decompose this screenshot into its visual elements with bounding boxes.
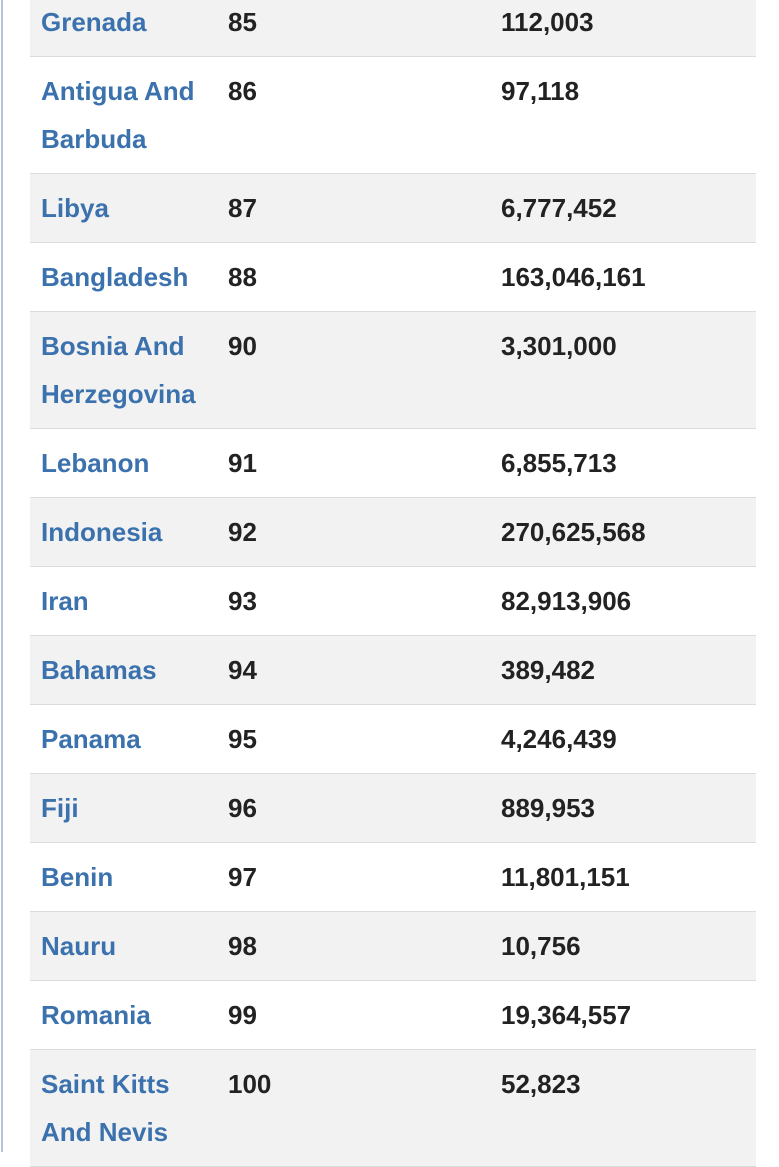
table-body: Grenada 85 112,003 Antigua And Barbuda 86 97,…: [30, 0, 756, 1167]
country-name[interactable]: Fiji: [30, 773, 217, 843]
population: 6,855,713: [492, 428, 756, 498]
country-name[interactable]: Bahamas: [30, 635, 217, 705]
table-row: Romania 99 19,364,557: [30, 980, 756, 1050]
country-name[interactable]: Lebanon: [30, 428, 217, 498]
table-row: Saint Kitts And Nevis 100 52,823: [30, 1049, 756, 1167]
rank: 88: [217, 242, 492, 312]
country-name[interactable]: Iran: [30, 566, 217, 636]
country-name[interactable]: Benin: [30, 842, 217, 912]
population-table: Grenada 85 112,003 Antigua And Barbuda 86 97,…: [30, 0, 756, 1167]
country-name[interactable]: Antigua And Barbuda: [30, 56, 217, 174]
country-name[interactable]: Grenada: [30, 0, 217, 57]
country-name[interactable]: Panama: [30, 704, 217, 774]
country-name[interactable]: Bosnia And Herzegovina: [30, 311, 217, 429]
rank: 96: [217, 773, 492, 843]
population: 270,625,568: [492, 497, 756, 567]
rank: 98: [217, 911, 492, 981]
table-row: Lebanon 91 6,855,713: [30, 428, 756, 498]
rank: 94: [217, 635, 492, 705]
population: 4,246,439: [492, 704, 756, 774]
rank: 85: [217, 0, 492, 57]
country-name[interactable]: Bangladesh: [30, 242, 217, 312]
population: 10,756: [492, 911, 756, 981]
rank: 97: [217, 842, 492, 912]
country-name[interactable]: Indonesia: [30, 497, 217, 567]
rank: 92: [217, 497, 492, 567]
table-row: Bosnia And Herzegovina 90 3,301,000: [30, 311, 756, 429]
table-row: Fiji 96 889,953: [30, 773, 756, 843]
rank: 99: [217, 980, 492, 1050]
rank: 93: [217, 566, 492, 636]
population: 52,823: [492, 1049, 756, 1167]
page-border: [1, 0, 3, 1152]
table-row: Grenada 85 112,003: [30, 0, 756, 57]
country-name[interactable]: Nauru: [30, 911, 217, 981]
table-row: Bahamas 94 389,482: [30, 635, 756, 705]
table-row: Iran 93 82,913,906: [30, 566, 756, 636]
population: 97,118: [492, 56, 756, 174]
rank: 100: [217, 1049, 492, 1167]
population: 11,801,151: [492, 842, 756, 912]
rank: 90: [217, 311, 492, 429]
population: 6,777,452: [492, 173, 756, 243]
table-row: Libya 87 6,777,452: [30, 173, 756, 243]
population: 163,046,161: [492, 242, 756, 312]
population: 112,003: [492, 0, 756, 57]
population: 19,364,557: [492, 980, 756, 1050]
rank: 95: [217, 704, 492, 774]
table-container: Grenada 85 112,003 Antigua And Barbuda 86 97,…: [30, 0, 756, 1167]
table-row: Bangladesh 88 163,046,161: [30, 242, 756, 312]
country-name[interactable]: Libya: [30, 173, 217, 243]
rank: 91: [217, 428, 492, 498]
population: 389,482: [492, 635, 756, 705]
table-row: Indonesia 92 270,625,568: [30, 497, 756, 567]
country-name[interactable]: Romania: [30, 980, 217, 1050]
population: 3,301,000: [492, 311, 756, 429]
table-row: Benin 97 11,801,151: [30, 842, 756, 912]
rank: 86: [217, 56, 492, 174]
table-row: Nauru 98 10,756: [30, 911, 756, 981]
rank: 87: [217, 173, 492, 243]
population: 889,953: [492, 773, 756, 843]
table-row: Panama 95 4,246,439: [30, 704, 756, 774]
table-row: Antigua And Barbuda 86 97,118: [30, 56, 756, 174]
population: 82,913,906: [492, 566, 756, 636]
country-name[interactable]: Saint Kitts And Nevis: [30, 1049, 217, 1167]
